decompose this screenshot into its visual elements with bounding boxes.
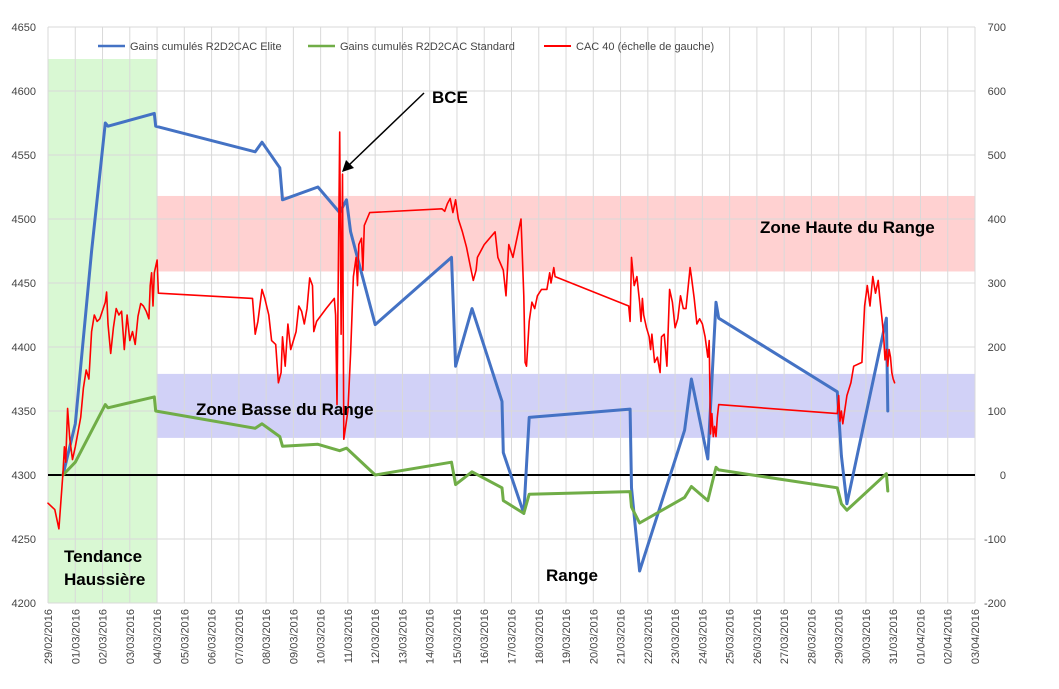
series-line-1	[61, 395, 890, 525]
y-right-tick-label: 400	[988, 214, 1006, 226]
y-right-tick-label: 600	[988, 86, 1006, 98]
left-axis-ticks: 4200 4250 4300 4350 4400 4450 4500 4550 4600 4650	[12, 22, 36, 610]
x-tick-label: 02/04/2016	[943, 609, 955, 664]
annotations: BCE Range Zone Haute du Range Zone Basse…	[64, 88, 935, 589]
y-left-tick-label: 4450	[12, 278, 36, 290]
legend-label-elite: Gains cumulés R2D2CAC Elite	[130, 41, 282, 53]
x-tick-label: 31/03/2016	[888, 609, 900, 664]
x-tick-label: 12/03/2016	[370, 609, 382, 664]
annotation-zone-basse: Zone Basse du Range	[196, 400, 374, 419]
x-tick-label: 18/03/2016	[534, 609, 546, 664]
x-tick-label: 03/04/2016	[970, 609, 982, 664]
y-right-tick-label: 500	[988, 150, 1006, 162]
y-left-tick-label: 4250	[12, 534, 36, 546]
x-tick-label: 22/03/2016	[643, 609, 655, 664]
x-tick-label: 19/03/2016	[561, 609, 573, 664]
x-tick-label: 13/03/2016	[397, 609, 409, 664]
x-tick-label: 08/03/2016	[261, 609, 273, 664]
y-right-tick-label: 300	[988, 278, 1006, 290]
y-left-tick-label: 4350	[12, 406, 36, 418]
y-left-tick-label: 4500	[12, 214, 36, 226]
x-tick-label: 10/03/2016	[316, 609, 328, 664]
legend-label-cac40: CAC 40 (échelle de gauche)	[576, 41, 714, 53]
x-tick-label: 29/03/2016	[834, 609, 846, 664]
x-tick-label: 05/03/2016	[179, 609, 191, 664]
legend: Gains cumulés R2D2CAC Elite Gains cumulé…	[98, 41, 714, 53]
x-tick-label: 16/03/2016	[479, 609, 491, 664]
x-tick-label: 27/03/2016	[779, 609, 791, 664]
x-axis-ticks: 29/02/2016 01/03/2016 02/03/2016 03/03/2016…	[43, 609, 982, 664]
y-left-tick-label: 4300	[12, 470, 36, 482]
y-left-tick-label: 4550	[12, 150, 36, 162]
x-tick-label: 04/03/2016	[152, 609, 164, 664]
series-layer	[47, 111, 896, 573]
x-tick-label: 30/03/2016	[861, 609, 873, 664]
x-tick-label: 09/03/2016	[288, 609, 300, 664]
right-axis-ticks: -200 -100 0 100 200 300 400 500 600 700	[984, 22, 1006, 610]
y-right-tick-label: 0	[1000, 470, 1006, 482]
y-left-tick-label: 4600	[12, 86, 36, 98]
legend-label-standard: Gains cumulés R2D2CAC Standard	[340, 41, 515, 53]
bce-arrowhead	[342, 160, 354, 172]
x-tick-label: 01/03/2016	[70, 609, 82, 664]
annotation-tendance-line2: Haussière	[64, 570, 145, 589]
y-right-tick-label: 700	[988, 22, 1006, 34]
x-tick-label: 01/04/2016	[915, 609, 927, 664]
annotation-zone-haute: Zone Haute du Range	[760, 218, 935, 237]
x-tick-label: 28/03/2016	[806, 609, 818, 664]
gridlines	[47, 26, 976, 604]
x-tick-label: 02/03/2016	[98, 609, 110, 664]
x-tick-label: 21/03/2016	[616, 609, 628, 664]
annotation-bce: BCE	[432, 88, 468, 107]
x-tick-label: 15/03/2016	[452, 609, 464, 664]
y-right-tick-label: 200	[988, 342, 1006, 354]
bce-arrow	[347, 92, 425, 167]
y-right-tick-label: -200	[984, 598, 1006, 610]
x-tick-label: 24/03/2016	[697, 609, 709, 664]
series-line-0	[61, 111, 890, 573]
series-line-2	[47, 131, 896, 530]
x-tick-label: 23/03/2016	[670, 609, 682, 664]
y-right-tick-label: 100	[988, 406, 1006, 418]
x-tick-label: 26/03/2016	[752, 609, 764, 664]
x-tick-label: 07/03/2016	[234, 609, 246, 664]
y-left-tick-label: 4200	[12, 598, 36, 610]
x-tick-label: 11/03/2016	[343, 609, 355, 663]
x-tick-label: 03/03/2016	[125, 609, 137, 664]
x-tick-label: 14/03/2016	[425, 609, 437, 664]
x-tick-label: 17/03/2016	[507, 609, 519, 664]
annotation-range: Range	[546, 566, 598, 585]
x-tick-label: 06/03/2016	[207, 609, 219, 664]
y-left-tick-label: 4400	[12, 342, 36, 354]
x-tick-label: 29/02/2016	[43, 609, 55, 664]
x-tick-label: 20/03/2016	[588, 609, 600, 664]
y-left-tick-label: 4650	[12, 22, 36, 34]
annotation-tendance-line1: Tendance	[64, 547, 142, 566]
y-right-tick-label: -100	[984, 534, 1006, 546]
x-tick-label: 25/03/2016	[725, 609, 737, 664]
